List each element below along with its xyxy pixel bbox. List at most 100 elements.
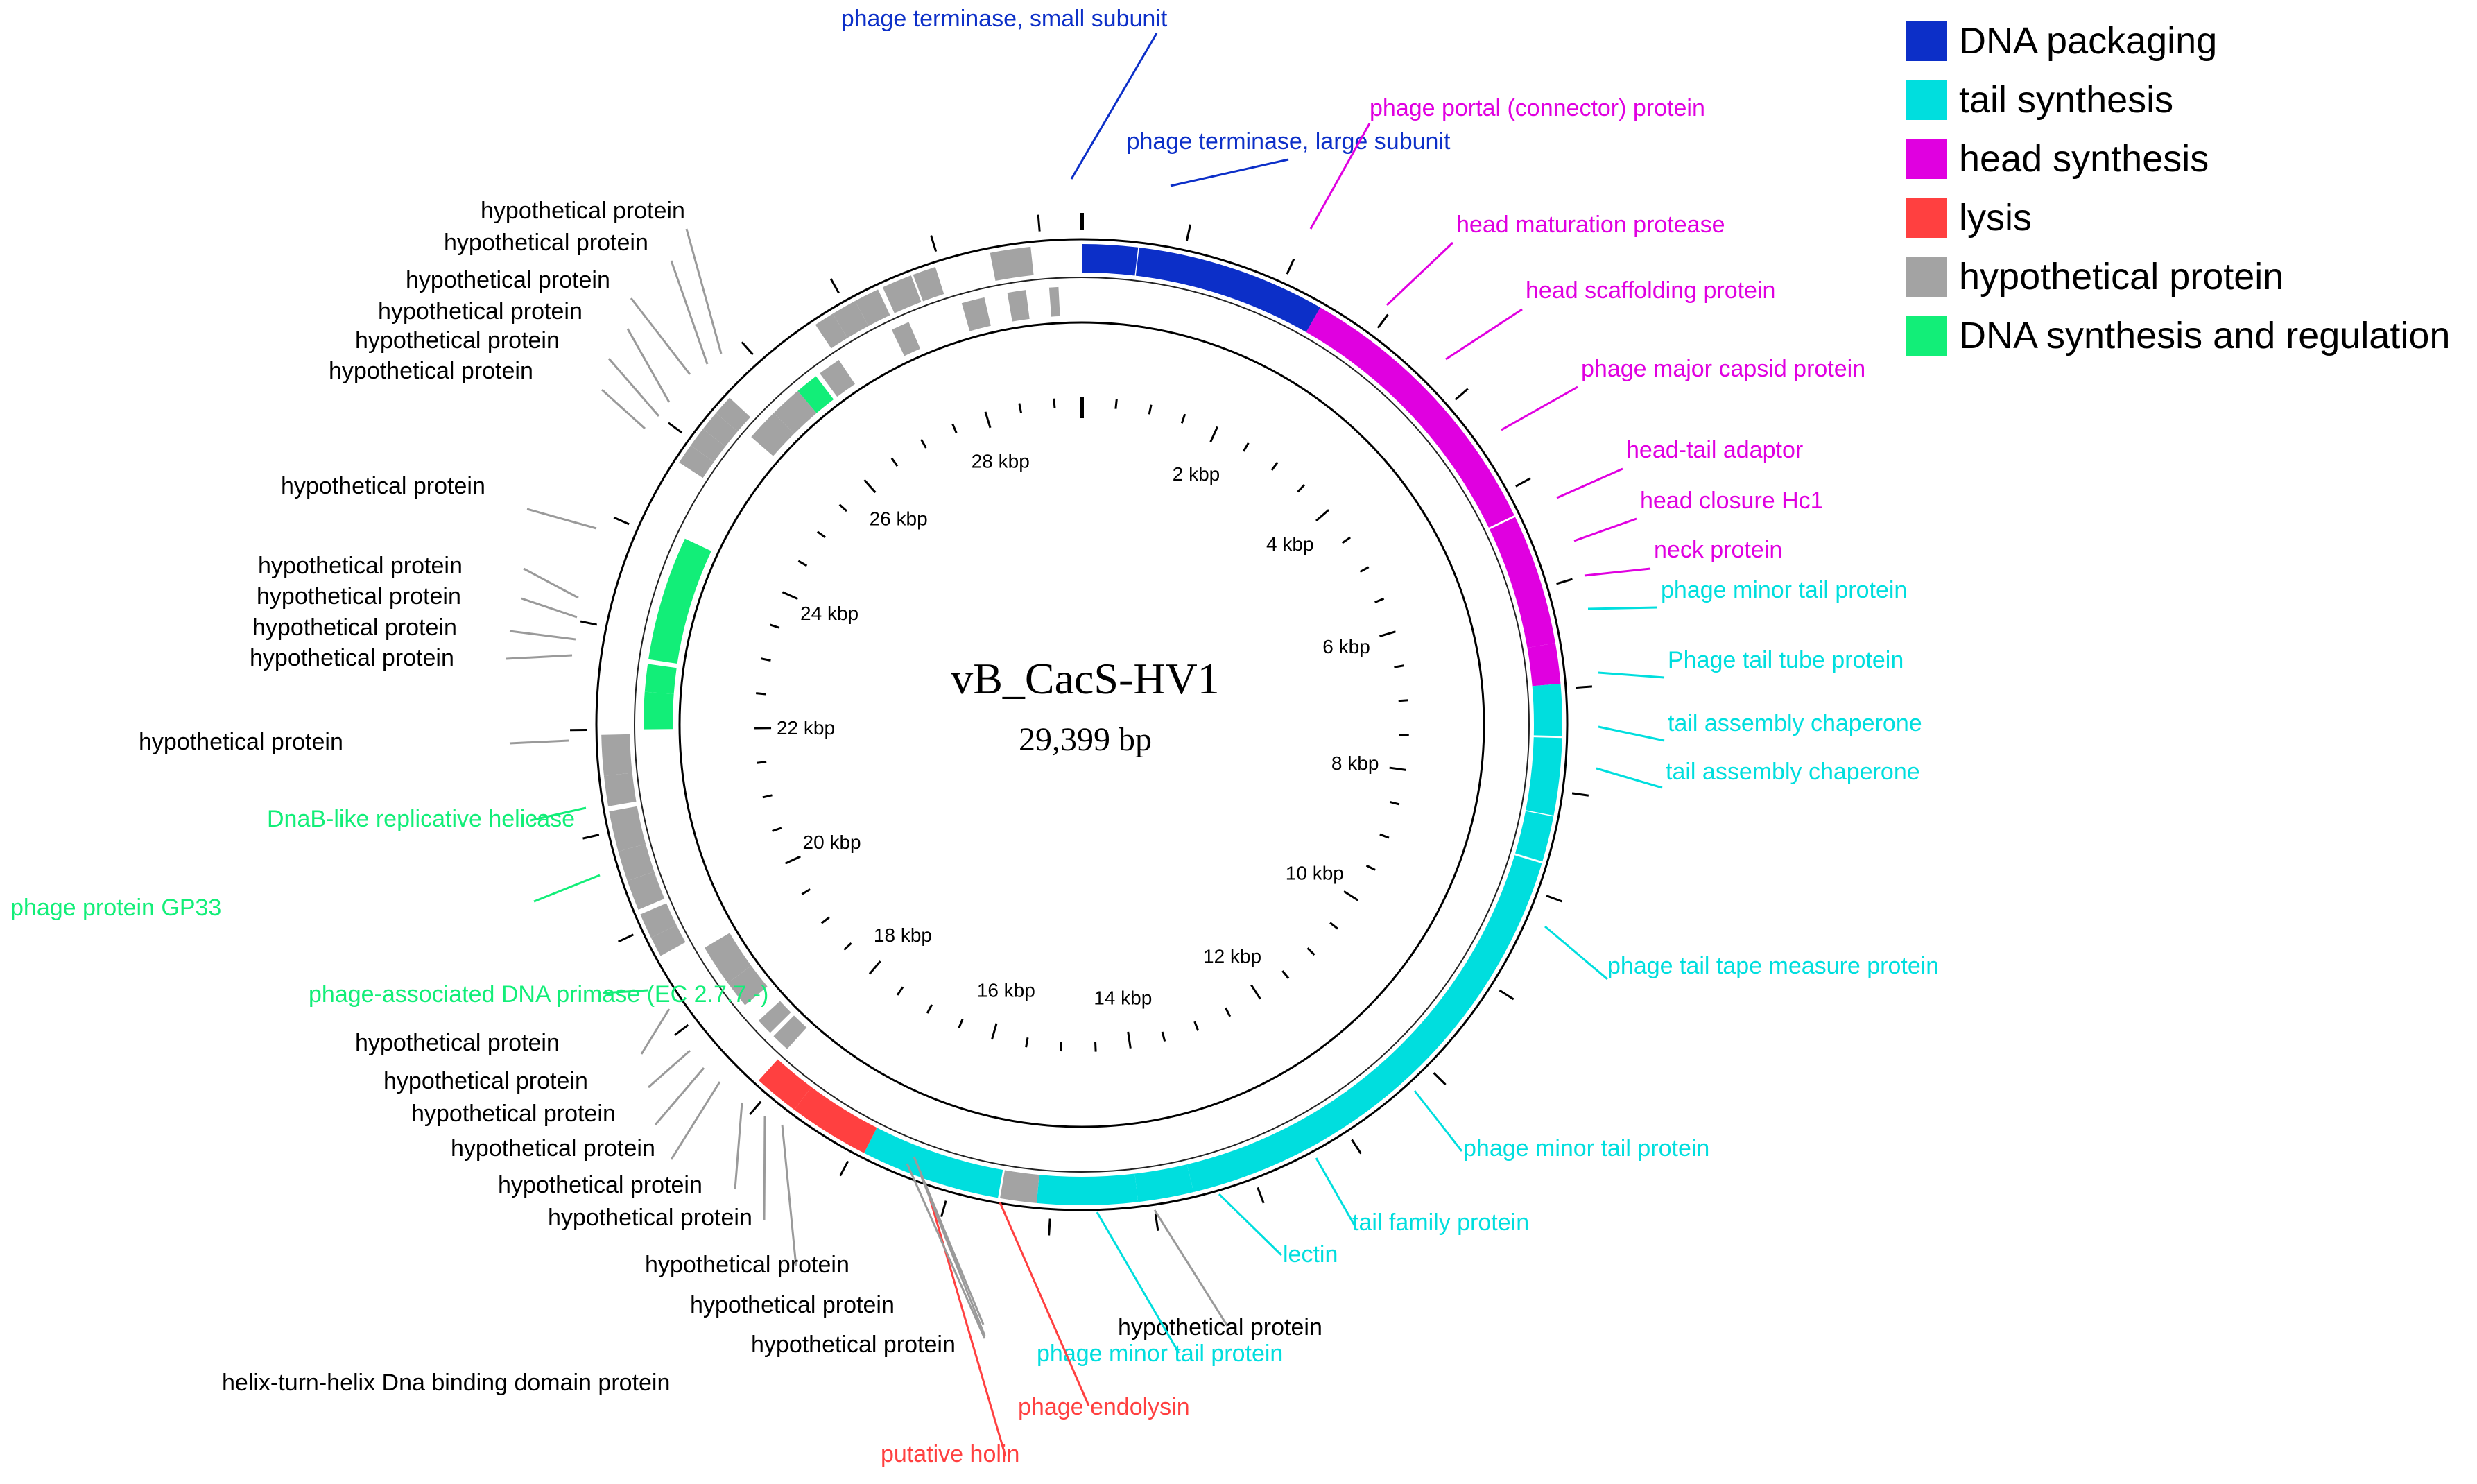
leader-line: [1598, 725, 1665, 742]
gene-arc: [891, 322, 921, 356]
leader-line: [1501, 386, 1578, 431]
scale-tick: [1053, 398, 1056, 408]
scale-tick: [757, 761, 767, 764]
leader-line: [1556, 467, 1623, 499]
scale-tick: [1193, 1021, 1200, 1031]
gene-arc: [618, 844, 655, 881]
gene-arc: [1526, 737, 1562, 816]
outer-ring: [595, 238, 1569, 1211]
leader-line: [1544, 925, 1608, 981]
outer-tick: [1515, 477, 1531, 488]
scale-tick: [868, 960, 881, 975]
scale-tick-label: 6 kbp: [1322, 636, 1370, 657]
gene-label: hypothetical protein: [250, 645, 454, 671]
scale-tick: [1148, 404, 1153, 415]
scale-tick: [1127, 1031, 1132, 1049]
gene-label: hypothetical protein: [645, 1252, 849, 1278]
scale-tick: [1180, 413, 1186, 424]
gene-arc: [1306, 307, 1514, 528]
outer-tick: [1546, 895, 1563, 903]
scale-ticks: 2 kbp 4 kbp 6 kbp 8 kbp 10 kbp 12 kbp 14 kbp 16…: [570, 213, 1593, 1236]
gene-label: hypothetical protein: [378, 298, 582, 325]
gene-label: hypothetical protein: [355, 327, 560, 354]
gene-label: phage protein GP33: [10, 895, 221, 921]
gene-label: hypothetical protein: [258, 553, 463, 579]
leader-line: [626, 328, 671, 403]
gene-label: hypothetical protein: [690, 1292, 895, 1318]
scale-tick: [951, 423, 958, 433]
scale-tick: [1341, 536, 1351, 544]
leader-line: [603, 989, 649, 994]
scale-tick: [1161, 1031, 1166, 1042]
outer-tick: [839, 1160, 849, 1177]
leader-line: [654, 1067, 705, 1125]
leader-line: [1573, 517, 1637, 542]
gene-label: phage major capsid protein: [1581, 356, 1865, 382]
scale-tick: [1315, 509, 1330, 522]
inner-ring: [678, 321, 1485, 1128]
scale-tick: [782, 591, 798, 600]
outer-tick: [1037, 214, 1041, 232]
gene-label: hypothetical protein: [451, 1135, 655, 1162]
scale-tick: [761, 657, 771, 662]
scale-tick: [772, 827, 782, 832]
outer-tick: [668, 422, 683, 434]
gene-label: head maturation protease: [1456, 212, 1725, 238]
legend-swatch: [1906, 198, 1947, 238]
scale-tick: [1343, 890, 1359, 901]
gene-arc: [1000, 1170, 1039, 1203]
gene-arc: [832, 300, 869, 338]
outer-tick: [1351, 1139, 1362, 1155]
gene-label: Phage tail tube protein: [1668, 647, 1904, 673]
gene-arc: [727, 965, 768, 1006]
gene-arc: [1134, 1164, 1194, 1202]
outer-tick: [674, 1024, 689, 1036]
leader-line: [1070, 33, 1158, 180]
scale-tick: [816, 530, 826, 539]
genome-length: 29,399 bp: [1019, 721, 1152, 758]
gene-arc: [759, 1059, 811, 1110]
gene-arc: [794, 1087, 877, 1153]
gene-arc: [644, 691, 674, 730]
outer-tick: [1048, 1218, 1051, 1236]
gene-arc: [702, 413, 738, 447]
scale-tick: [1394, 664, 1404, 668]
scale-tick: [762, 794, 773, 799]
outer-tick: [1575, 685, 1593, 689]
scale-tick: [1281, 970, 1290, 979]
gene-arc: [773, 390, 817, 434]
leader-line: [521, 597, 578, 619]
gene-arc: [627, 871, 665, 910]
legend: DNA packaging tail synthesis head synthesi…: [1906, 20, 2450, 356]
scale-tick: [984, 411, 992, 429]
outer-tick: [582, 834, 600, 840]
gene-arc: [863, 1128, 1003, 1198]
gene-arc: [1186, 855, 1542, 1192]
outer-tick: [1499, 989, 1514, 1001]
scale-tick: [1329, 922, 1338, 930]
gene-arc: [650, 925, 686, 956]
gene-label: phage terminase, large subunit: [1127, 128, 1451, 155]
gene-arc: [705, 933, 752, 983]
gene-arc: [1135, 247, 1320, 332]
gene-label: hypothetical protein: [444, 230, 648, 256]
scale-tick: [890, 457, 899, 467]
outer-tick: [580, 620, 597, 626]
gene-label: phage terminase, small subunit: [841, 6, 1168, 32]
leader-line: [926, 1191, 1007, 1457]
scale-tick: [1025, 1037, 1029, 1048]
gene-arc: [1048, 286, 1060, 317]
scale-tick: [784, 855, 801, 865]
leader-line: [781, 1124, 797, 1267]
scale-tick: [843, 942, 852, 951]
outer-tick: [930, 235, 938, 252]
legend-swatch: [1906, 21, 1947, 61]
scale-tick: [1225, 1007, 1232, 1017]
scale-tick: [756, 692, 766, 696]
leader-line: [509, 630, 576, 641]
outer-tick: [1454, 388, 1469, 401]
gene-arc: [758, 1001, 791, 1033]
gene-label: hypothetical protein: [383, 1068, 588, 1094]
gene-label: phage endolysin: [1018, 1394, 1190, 1420]
gene-arc: [773, 1015, 807, 1049]
